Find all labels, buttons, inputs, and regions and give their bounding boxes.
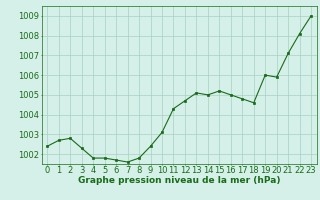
X-axis label: Graphe pression niveau de la mer (hPa): Graphe pression niveau de la mer (hPa): [78, 176, 280, 185]
